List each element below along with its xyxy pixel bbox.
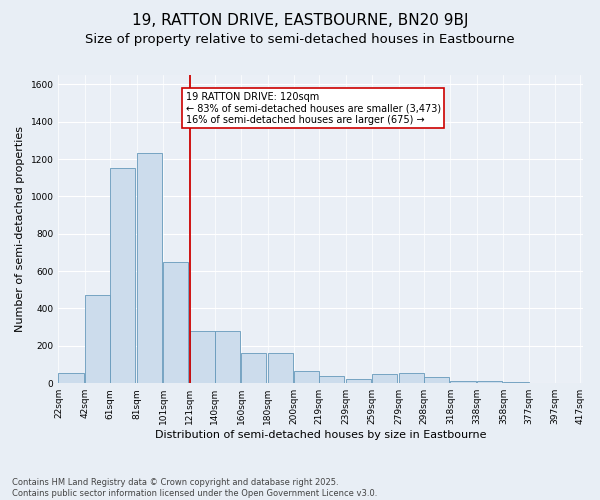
Bar <box>503 382 529 383</box>
Bar <box>529 382 554 383</box>
Bar <box>137 154 162 383</box>
Bar <box>58 373 83 383</box>
Bar <box>215 331 240 383</box>
Bar <box>477 382 502 383</box>
Bar <box>399 373 424 383</box>
Text: Size of property relative to semi-detached houses in Eastbourne: Size of property relative to semi-detach… <box>85 32 515 46</box>
Bar <box>110 168 135 383</box>
Text: 19, RATTON DRIVE, EASTBOURNE, BN20 9BJ: 19, RATTON DRIVE, EASTBOURNE, BN20 9BJ <box>132 12 468 28</box>
Bar <box>451 382 476 383</box>
Text: 19 RATTON DRIVE: 120sqm
← 83% of semi-detached houses are smaller (3,473)
16% of: 19 RATTON DRIVE: 120sqm ← 83% of semi-de… <box>185 92 440 125</box>
Bar <box>346 378 371 383</box>
Bar <box>163 262 188 383</box>
Y-axis label: Number of semi-detached properties: Number of semi-detached properties <box>15 126 25 332</box>
Bar <box>241 354 266 383</box>
Bar <box>372 374 397 383</box>
Bar <box>85 296 110 383</box>
Bar <box>268 354 293 383</box>
Bar <box>555 382 580 383</box>
X-axis label: Distribution of semi-detached houses by size in Eastbourne: Distribution of semi-detached houses by … <box>155 430 487 440</box>
Bar <box>319 376 344 383</box>
Bar <box>294 371 319 383</box>
Text: Contains HM Land Registry data © Crown copyright and database right 2025.
Contai: Contains HM Land Registry data © Crown c… <box>12 478 377 498</box>
Bar <box>424 376 449 383</box>
Bar <box>190 331 215 383</box>
